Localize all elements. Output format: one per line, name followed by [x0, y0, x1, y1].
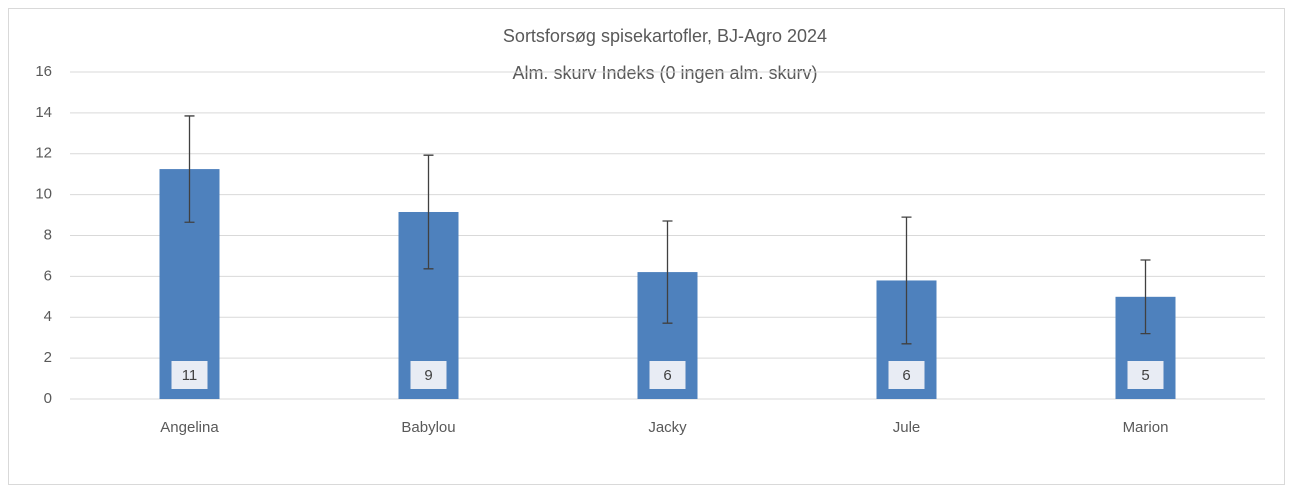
data-label-box	[888, 361, 925, 389]
error-bar	[1140, 259, 1151, 335]
x-tick-label: Angelina	[160, 419, 219, 436]
data-label: 6	[902, 367, 910, 384]
y-tick-label: 8	[44, 226, 52, 243]
y-tick-label: 12	[35, 145, 52, 162]
data-label-box	[410, 361, 447, 389]
x-tick-label: Jacky	[648, 419, 687, 436]
x-tick-label: Babylou	[401, 419, 455, 436]
y-tick-label: 14	[35, 104, 52, 121]
y-tick-label: 16	[35, 63, 52, 80]
data-label: 11	[182, 367, 198, 384]
y-tick-label: 6	[44, 267, 52, 284]
y-tick-label: 2	[44, 349, 52, 366]
y-tick-label: 0	[44, 390, 52, 407]
data-label: 6	[663, 367, 671, 384]
x-tick-label: Jule	[893, 419, 921, 436]
data-label-box	[649, 361, 686, 389]
error-bar	[662, 220, 673, 324]
data-label-box	[171, 361, 208, 389]
chart-title: Sortsforsøg spisekartofler, BJ-Agro 2024	[503, 26, 827, 46]
y-tick-label: 10	[35, 186, 52, 203]
data-label: 5	[1141, 367, 1149, 384]
error-bar	[423, 154, 434, 270]
error-bar	[184, 115, 195, 223]
chart-border	[8, 8, 1285, 485]
y-tick-label: 4	[44, 308, 52, 325]
error-bar	[901, 216, 912, 345]
x-tick-label: Marion	[1123, 419, 1169, 436]
data-label-box	[1127, 361, 1164, 389]
data-label: 9	[424, 367, 432, 384]
chart-subtitle: Alm. skurv Indeks (0 ingen alm. skurv)	[512, 63, 817, 83]
